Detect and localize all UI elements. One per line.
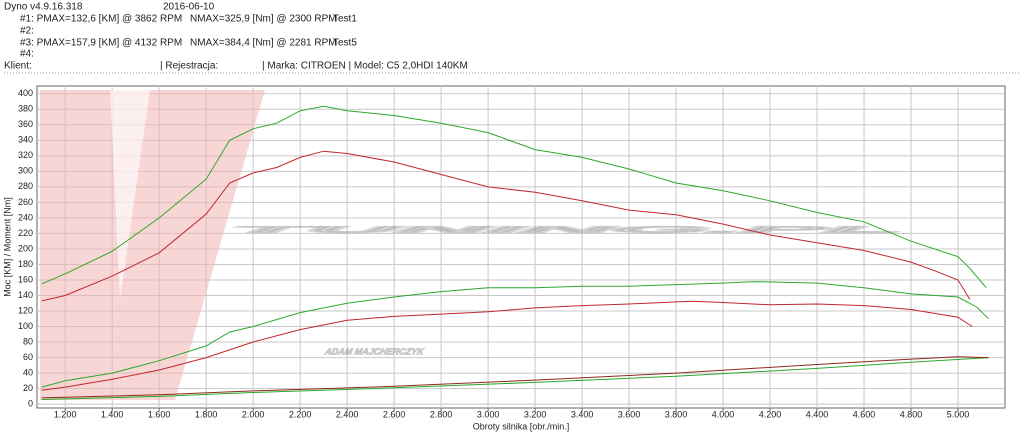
y-tick-label: 400 [18,88,33,98]
y-tick-label: 100 [18,321,33,331]
data-line [41,356,989,399]
data-line [41,300,973,391]
watermark-subtext: ADAM MAJCHERCZYK [323,346,426,356]
run-slot: #2: [20,26,34,37]
y-tick-label: 40 [23,367,33,377]
y-tick-label: 140 [18,290,33,300]
x-tick-label: 3.200 [524,409,547,419]
header: Dyno v4.9.16.318 2016-06-10 #1: PMAX=132… [4,2,1020,74]
x-tick-label: 2.800 [430,409,453,419]
app-version: Dyno v4.9.16.318 [4,2,83,13]
run-name: Test1 [333,14,357,25]
run-power: #3: PMAX=157,9 [KM] @ 4132 RPM [20,38,182,49]
y-axis-label: Moc [KM] / Moment [Nm] [2,197,12,297]
x-tick-label: 4.800 [900,409,923,419]
run-name: Test5 [333,38,357,49]
y-tick-label: 120 [18,305,33,315]
data-line [41,105,987,289]
x-tick-label: 2.200 [289,409,312,419]
y-tick-label: 260 [18,197,33,207]
watermark-text: TUNING.PL [230,224,908,234]
x-tick-label: 1.200 [54,409,77,419]
date: 2016-06-10 [163,2,215,13]
client: Klient: [4,61,32,72]
x-tick-label: 4.400 [806,409,829,419]
y-tick-label: 320 [18,150,33,160]
x-tick-label: 2.000 [242,409,265,419]
x-tick-label: 4.200 [759,409,782,419]
watermark: TUNING.PL ADAM MAJCHERCZYK [40,90,909,400]
x-tick-label: 3.600 [618,409,641,419]
y-tick-label: 360 [18,119,33,129]
y-tick-label: 200 [18,243,33,253]
x-tick-label: 1.600 [148,409,171,419]
y-tick-label: 160 [18,274,33,284]
y-tick-label: 0 [28,398,33,408]
vehicle: | Marka: CITROEN | Model: C5 2,0HDI 140K… [262,61,468,72]
run-slot: #4: [20,49,34,60]
x-tick-label: 3.000 [477,409,500,419]
x-tick-label: 5.000 [947,409,970,419]
x-tick-label: 4.600 [853,409,876,419]
y-tick-label: 240 [18,212,33,222]
y-tick-label: 220 [18,228,33,238]
watermark-logo [110,90,150,300]
y-tick-label: 300 [18,166,33,176]
y-tick-label: 380 [18,104,33,114]
x-tick-label: 2.600 [383,409,406,419]
y-tick-label: 20 [23,383,33,393]
data-line [41,357,989,400]
x-tick-label: 1.800 [195,409,218,419]
y-tick-label: 180 [18,259,33,269]
data-line [41,150,971,302]
x-tick-label: 1.400 [101,409,124,419]
y-tick-label: 60 [23,352,33,362]
run-power: #1: PMAX=132,6 [KM] @ 3862 RPM [20,14,182,25]
data-line [41,281,989,388]
registration: | Rejestracja: [160,61,218,72]
x-tick-label: 3.400 [571,409,594,419]
y-tick-label: 280 [18,181,33,191]
x-tick-label: 2.400 [336,409,359,419]
x-tick-label: 4.000 [712,409,735,419]
x-axis-label: Obroty silnika [obr./min.] [473,421,570,431]
x-tick-label: 3.800 [665,409,688,419]
run-torque: NMAX=384,4 [Nm] @ 2281 RPM [190,38,337,49]
run-torque: NMAX=325,9 [Nm] @ 2300 RPM [190,14,337,25]
watermark-logo [40,90,265,400]
y-tick-label: 340 [18,135,33,145]
y-tick-label: 80 [23,336,33,346]
